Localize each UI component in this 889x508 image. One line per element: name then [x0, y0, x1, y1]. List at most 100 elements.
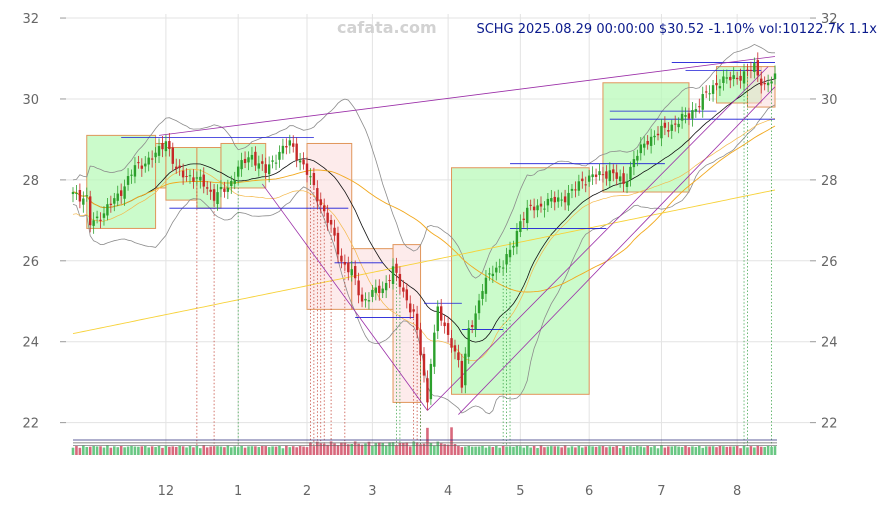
- candle-body: [660, 125, 663, 139]
- candle-body: [766, 82, 770, 86]
- volume-bar: [591, 446, 594, 455]
- volume-bar: [560, 447, 563, 455]
- candle-body: [446, 323, 450, 335]
- candle-body: [560, 199, 563, 201]
- candle-body: [360, 294, 364, 302]
- candle-body: [85, 195, 88, 197]
- quote-header: SCHG 2025.08.29 00:00:00 $30.52 -1.10% v…: [476, 22, 877, 37]
- candle-body: [622, 173, 625, 184]
- volume-bar: [88, 446, 92, 455]
- signal-vertical-lines: [196, 70, 772, 455]
- volume-bar: [494, 446, 498, 455]
- candle-body: [415, 313, 419, 330]
- candle-body: [216, 192, 219, 204]
- candle-body: [340, 255, 343, 262]
- candle-body: [436, 306, 439, 332]
- candle-body: [608, 170, 612, 182]
- volume-bar: [649, 447, 653, 455]
- candle-body: [95, 216, 99, 219]
- candle-body: [188, 175, 192, 177]
- volume-bar: [680, 447, 684, 455]
- volume-bar: [429, 442, 433, 455]
- candle-body: [557, 197, 560, 202]
- candle-body: [133, 165, 137, 177]
- candle-body: [529, 204, 532, 206]
- candle-body: [732, 75, 735, 80]
- candle-body: [281, 145, 285, 154]
- volume-bar: [350, 443, 354, 455]
- candle-body: [257, 163, 261, 169]
- y-tick-label: 26: [821, 255, 838, 270]
- volume-bar: [443, 444, 446, 455]
- candle-body: [543, 208, 546, 210]
- candle-body: [553, 196, 556, 203]
- candle-body: [405, 289, 408, 301]
- volume-bar: [653, 446, 656, 455]
- candle-body: [680, 113, 684, 121]
- volume-bar: [202, 445, 206, 455]
- x-tick-label: 5: [516, 484, 524, 499]
- volume-bar: [157, 446, 161, 455]
- candle-body: [285, 146, 288, 148]
- candle-body: [402, 287, 405, 292]
- volume-bar: [119, 445, 123, 455]
- candle-body: [532, 206, 536, 211]
- candle-body: [687, 113, 691, 119]
- volume-bar: [346, 444, 350, 455]
- moving-average-20: [72, 78, 776, 343]
- y-tick-label: 30: [22, 93, 39, 108]
- candle-body: [347, 262, 350, 273]
- volume-bar: [233, 446, 237, 455]
- candle-body: [226, 187, 230, 192]
- volume-bar: [353, 441, 357, 455]
- y-tick-label: 26: [22, 255, 39, 270]
- x-tick-label: 1: [234, 484, 242, 499]
- volume-bar: [756, 445, 760, 455]
- candle-body: [618, 176, 622, 182]
- candle-body: [691, 110, 694, 119]
- volume-bar: [209, 446, 212, 455]
- volume-bar: [181, 446, 185, 455]
- candle-body: [185, 176, 188, 178]
- volume-bar: [174, 446, 178, 455]
- candle-body: [326, 212, 329, 223]
- volume-bar: [525, 445, 529, 455]
- candle-body: [753, 63, 756, 73]
- volume-bar: [625, 446, 629, 455]
- volume-bar: [691, 446, 694, 455]
- candle-body: [501, 267, 505, 269]
- candle-body: [147, 157, 150, 165]
- candle-body: [336, 232, 340, 255]
- candle-body: [264, 164, 267, 173]
- volume-bar: [742, 445, 746, 455]
- candle-body: [106, 204, 109, 216]
- volume-bar: [298, 445, 302, 455]
- candle-body: [550, 198, 553, 202]
- x-tick-label: 6: [585, 484, 593, 499]
- volume-bar: [667, 446, 670, 455]
- volume-bar: [660, 445, 663, 455]
- volume-bar: [436, 441, 440, 455]
- volume-bar: [763, 446, 766, 455]
- volume-bar: [164, 445, 168, 455]
- volume-bar: [711, 446, 715, 455]
- volume-bar: [267, 447, 271, 455]
- candle-body: [460, 360, 464, 388]
- volume-bar: [735, 446, 739, 455]
- volume-bar: [106, 445, 109, 455]
- candle-body: [615, 172, 618, 179]
- y-tick-label: 28: [22, 174, 39, 189]
- candle-body: [302, 159, 305, 165]
- candle-body: [261, 161, 264, 164]
- volume-bar: [749, 446, 753, 455]
- volume-bar: [171, 446, 175, 455]
- volume-bar: [477, 446, 481, 455]
- volume-bar: [219, 446, 223, 455]
- candle-body: [649, 136, 653, 146]
- candle-body: [563, 196, 567, 203]
- volume-bar: [574, 447, 577, 455]
- volume-bar: [99, 446, 102, 455]
- candle-body: [729, 76, 732, 81]
- candle-body: [742, 71, 746, 84]
- volume-bar: [116, 447, 120, 455]
